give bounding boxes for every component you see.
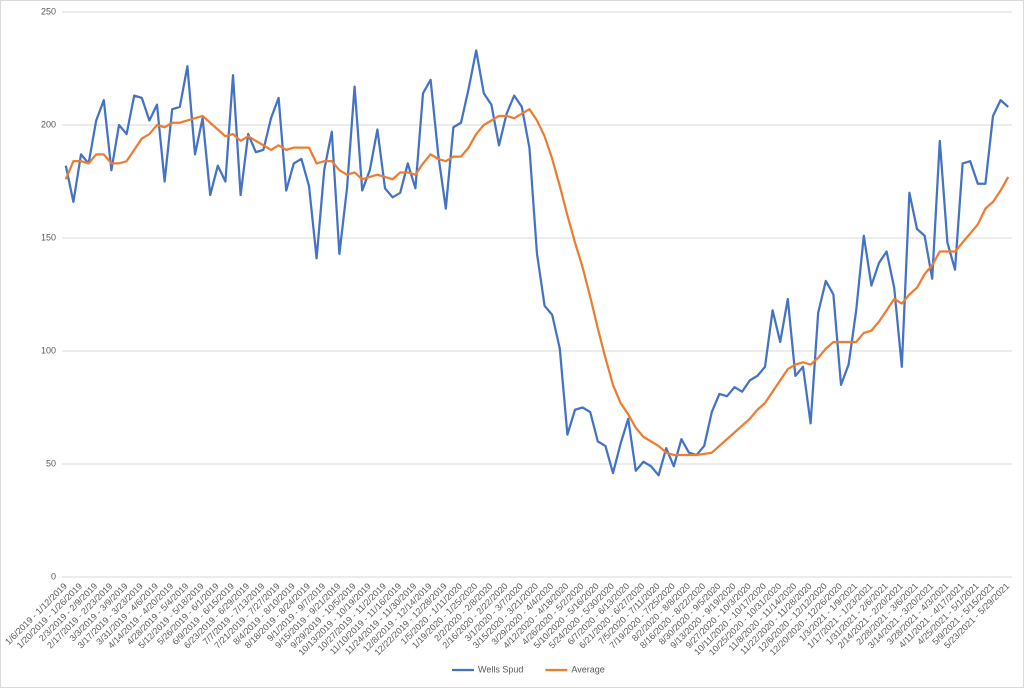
y-tick-label: 200 (41, 119, 56, 129)
legend-label: Wells Spud (478, 664, 523, 674)
y-tick-label: 150 (41, 232, 56, 242)
y-tick-label: 250 (41, 6, 56, 16)
data-line (64, 108, 1010, 457)
data-line (64, 49, 1009, 477)
legend-label: Average (571, 664, 604, 674)
legend-item: Wells Spud (452, 664, 523, 674)
y-tick-label: 100 (41, 345, 56, 355)
y-tick-label: 50 (46, 458, 56, 468)
y-tick-label: 0 (51, 571, 56, 581)
legend-item: Average (545, 664, 605, 674)
